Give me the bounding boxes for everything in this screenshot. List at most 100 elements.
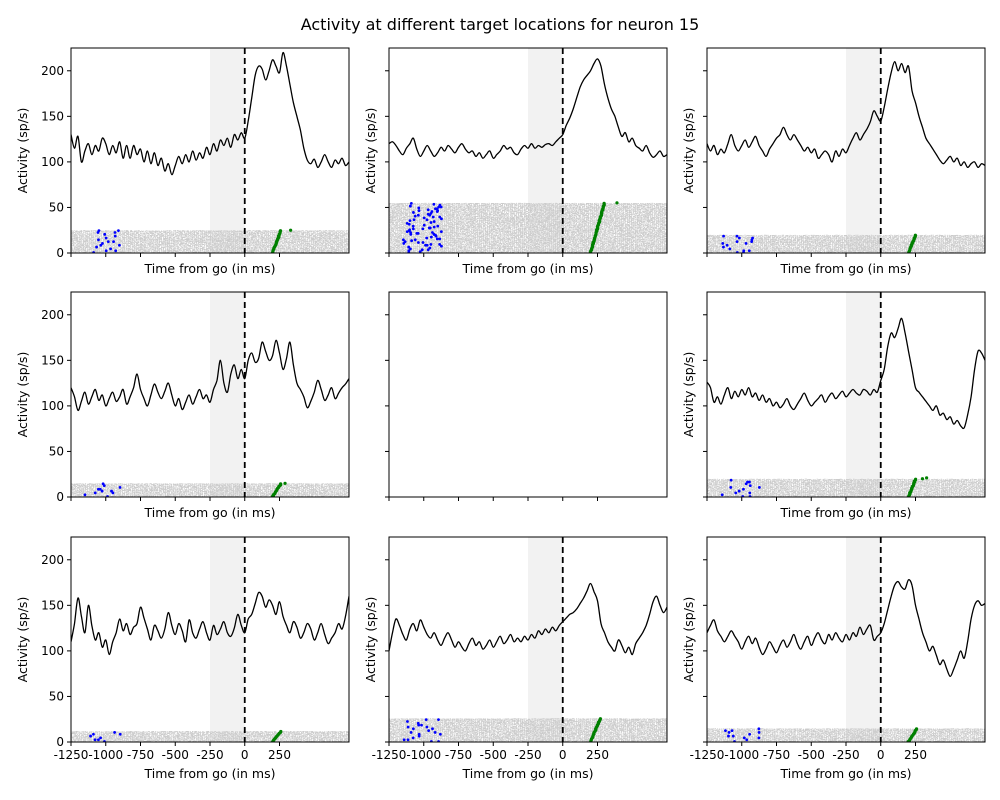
raster-trial — [707, 492, 985, 494]
psth-line — [389, 58, 667, 159]
raster-trial — [707, 236, 985, 238]
raster-trial — [707, 738, 985, 740]
y-axis-label: Activity (sp/s) — [363, 108, 378, 194]
raster-trial — [707, 234, 985, 237]
y-axis-label: Activity (sp/s) — [681, 597, 696, 683]
raster-trial — [71, 236, 349, 238]
raster-trial — [389, 204, 667, 207]
x-axis-label: Time from go (in ms) — [462, 766, 594, 781]
raster — [389, 718, 667, 742]
raster-trial — [71, 241, 349, 243]
blue-event — [440, 217, 443, 221]
green-events — [906, 727, 919, 742]
blue-event — [416, 721, 420, 725]
raster-trial — [71, 487, 349, 490]
blue-event — [412, 218, 416, 222]
y-tick-label: 100 — [41, 644, 64, 658]
blue-event — [408, 228, 412, 232]
panel-top-left: 0 50 100 150 200 Time from go (in ms) Activity… — [15, 47, 350, 276]
psth-line — [707, 579, 985, 678]
blue-event — [748, 484, 752, 488]
x-tick-label: -250 — [832, 748, 859, 762]
blue-event — [729, 486, 733, 489]
blue-event — [93, 491, 97, 495]
blue-event — [429, 221, 433, 224]
blue-event — [113, 234, 117, 238]
blue-event — [420, 723, 423, 727]
raster-trial — [707, 485, 985, 487]
blue-event — [422, 223, 426, 227]
blue-events — [401, 201, 443, 253]
raster-trial — [389, 725, 667, 727]
raster-trial — [389, 249, 667, 251]
blue-events — [83, 482, 122, 497]
raster-trial — [707, 489, 985, 492]
blue-events — [92, 229, 121, 253]
blue-event — [417, 206, 421, 210]
shaded-window — [210, 537, 245, 742]
plot-area — [707, 292, 985, 497]
blue-event — [410, 239, 414, 243]
blue-event — [425, 236, 429, 240]
blue-event — [720, 493, 724, 497]
plot-area — [707, 48, 985, 253]
blue-event — [425, 725, 429, 729]
blue-event — [731, 734, 735, 738]
raster-trial — [71, 733, 349, 736]
blue-event — [92, 732, 95, 736]
raster-trial — [389, 737, 667, 739]
y-axis-label: Activity (sp/s) — [363, 597, 378, 683]
raster-trial — [71, 235, 349, 238]
blue-event — [413, 238, 417, 242]
blue-event — [413, 214, 417, 218]
raster — [71, 230, 349, 253]
raster-trial — [389, 231, 667, 233]
blue-events — [402, 718, 442, 742]
blue-event — [431, 231, 434, 234]
blue-event — [722, 234, 725, 238]
raster — [389, 202, 667, 253]
y-axis-label: Activity (sp/s) — [681, 352, 696, 438]
y-axis-label: Activity (sp/s) — [15, 597, 30, 683]
raster-trial — [71, 488, 349, 491]
blue-event — [416, 213, 420, 217]
raster-trial — [71, 250, 349, 252]
raster-trial — [389, 216, 667, 218]
blue-event — [421, 241, 425, 244]
raster-trial — [389, 246, 667, 248]
raster-trial — [707, 240, 985, 242]
blue-event — [97, 238, 100, 242]
raster-trial — [707, 484, 985, 486]
raster-trial — [707, 491, 985, 493]
raster — [707, 478, 985, 497]
x-tick-label: -750 — [127, 748, 154, 762]
x-tick-label: 250 — [586, 748, 609, 762]
blue-event — [737, 489, 741, 493]
raster-trial — [71, 495, 349, 497]
raster-trial — [389, 225, 667, 228]
blue-event — [113, 231, 117, 234]
blue-event — [104, 249, 108, 253]
blue-event — [99, 243, 103, 247]
raster-trial — [707, 731, 985, 734]
blue-event — [409, 247, 412, 251]
psth-line — [707, 317, 985, 430]
green-event — [289, 228, 293, 232]
blue-event — [432, 220, 436, 223]
plot-area — [71, 537, 349, 742]
raster-trial — [707, 732, 985, 735]
raster-trial — [71, 251, 349, 253]
raster-trial — [389, 722, 667, 725]
blue-event — [110, 489, 113, 493]
blue-event — [415, 232, 419, 235]
x-tick-label: -1250 — [372, 748, 407, 762]
raster-trial — [707, 250, 985, 252]
raster-trial — [389, 229, 667, 231]
raster-trial — [389, 736, 667, 738]
x-tick-label: -500 — [162, 748, 189, 762]
raster-trial — [71, 492, 349, 494]
blue-event — [742, 487, 745, 491]
raster-trial — [707, 481, 985, 483]
raster-trial — [707, 486, 985, 489]
